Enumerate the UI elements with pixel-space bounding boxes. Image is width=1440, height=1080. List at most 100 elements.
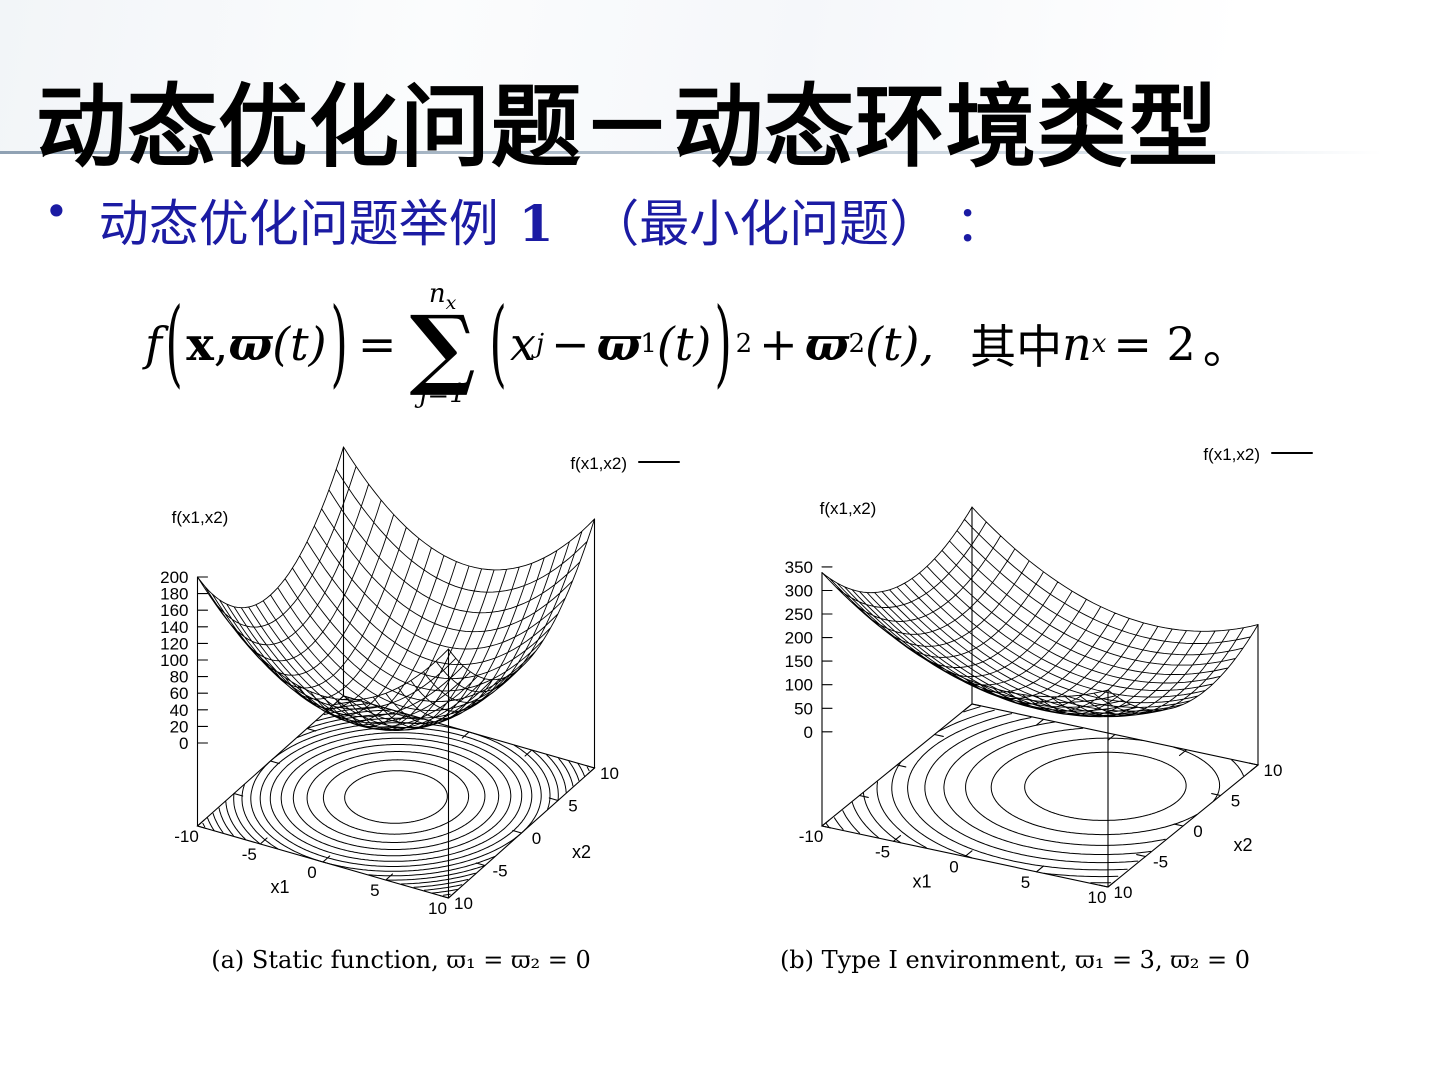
legend-label: f(x1,x2) — [570, 454, 627, 473]
x2-tick-label: 0 — [532, 829, 541, 848]
x2-tick-label: 5 — [1231, 792, 1240, 811]
x1-tick — [196, 819, 205, 827]
z-axis-title: f(x1,x2) — [172, 508, 229, 527]
z-tick-label: 40 — [170, 701, 189, 720]
contour-lines — [202, 698, 590, 896]
x1-tick — [821, 819, 830, 827]
x1-tick-label: -5 — [242, 845, 257, 864]
x2-tick-label: -5 — [492, 862, 507, 881]
surface-mesh — [821, 506, 1259, 718]
page-title: 动态优化问题－动态环境类型 — [36, 74, 1219, 181]
formula-rparen2: ) — [714, 289, 733, 399]
x2-tick-back — [342, 695, 353, 700]
x1-tick-back — [461, 731, 470, 739]
formula-comma: , — [213, 317, 229, 371]
sigma-symbol: ∑ — [409, 294, 476, 399]
formula-xj: x — [510, 317, 536, 371]
x1-tick-back — [399, 713, 407, 721]
plot-a: 020406080100120140160180200f(x1,x2)-10-5… — [160, 446, 680, 974]
formula-sum-lower: j=1 — [419, 379, 466, 410]
x2-tick — [512, 829, 523, 834]
formula-lparen: ( — [165, 289, 183, 399]
x1-tick-label: 5 — [370, 881, 379, 900]
x2-tick-back — [196, 825, 207, 830]
x1-tick-back — [524, 749, 533, 757]
x1-tick — [385, 873, 394, 881]
x2-tick-label: -5 — [1153, 853, 1168, 872]
bullet-number: 1 — [518, 194, 554, 253]
x2-tick-back — [971, 703, 982, 707]
z-tick-label: 350 — [785, 558, 813, 577]
legend-label: f(x1,x2) — [1203, 445, 1260, 464]
contour-lines — [825, 706, 1244, 884]
formula-minus: − — [551, 317, 590, 371]
x2-tick — [1098, 884, 1109, 888]
formula-of-t: (t) — [272, 317, 327, 371]
x1-tick — [322, 855, 331, 863]
x1-tick — [892, 835, 902, 842]
x1-axis-title: x1 — [912, 872, 931, 892]
bullet-line: • 动态优化问题举例 1 （最小化问题） ： — [44, 184, 1005, 256]
x2-tick-back — [933, 733, 944, 737]
z-tick-label: 80 — [170, 668, 189, 687]
formula-f: f — [145, 317, 163, 371]
z-tick-label: 60 — [170, 684, 189, 703]
x2-tick-back — [233, 792, 244, 797]
x1-tick-label: 0 — [949, 858, 958, 877]
x1-tick-label: -10 — [799, 827, 824, 846]
x2-tick-label: 0 — [1193, 822, 1202, 841]
x2-tick-label: 10 — [600, 764, 619, 783]
x2-tick-label: 10 — [1264, 761, 1283, 780]
x1-tick-label: -5 — [875, 842, 890, 861]
plot-caption: (a) Static function, ϖ₁ = ϖ₂ = 0 — [211, 946, 591, 974]
formula-x-vector: x — [186, 317, 214, 371]
z-tick-label: 200 — [160, 568, 188, 587]
formula-where: 其中 — [970, 320, 1063, 374]
z-tick-label: 250 — [785, 605, 813, 624]
title-separator — [0, 151, 1440, 154]
bullet-marker-icon: • — [44, 187, 69, 236]
z-tick-label: 20 — [170, 717, 189, 736]
x2-tick — [1211, 793, 1222, 797]
z-tick-label: 0 — [804, 723, 813, 742]
x1-tick-back — [1250, 764, 1259, 772]
x2-tick — [1173, 823, 1184, 827]
x2-tick — [1136, 854, 1147, 858]
x1-tick-back — [1107, 733, 1116, 741]
z-tick-label: 140 — [160, 618, 188, 637]
x1-tick-back — [1035, 718, 1045, 726]
formula-equals: = — [357, 317, 397, 371]
x1-tick-label: -10 — [174, 827, 199, 846]
z-tick-label: 150 — [785, 652, 813, 671]
formula-period: 。 — [1202, 320, 1249, 374]
surface-mesh — [197, 446, 595, 732]
z-tick-label: 180 — [160, 585, 188, 604]
formula-sum: nx ∑ j=1 — [409, 281, 475, 408]
formula-squared: 2 — [735, 329, 753, 359]
z-tick-label: 0 — [179, 734, 188, 753]
z-tick-label: 100 — [160, 651, 188, 670]
formula-nx: n — [1062, 317, 1092, 371]
x2-tick — [1248, 762, 1259, 766]
z-tick-label: 120 — [160, 634, 188, 653]
formula-varpi: ϖ — [228, 317, 273, 371]
bullet-suffix: （最小化问题） — [557, 195, 956, 253]
formula-sub-1: 1 — [640, 329, 657, 359]
z-axis-title: f(x1,x2) — [820, 499, 877, 518]
header-band — [0, 0, 1440, 151]
formula-of-t2: (t) — [656, 317, 712, 371]
x2-axis-title: x2 — [1233, 835, 1252, 855]
x1-tick — [1035, 865, 1045, 873]
formula-lparen2: ( — [489, 289, 507, 399]
formula-sub-j: j — [535, 329, 545, 359]
x2-tick — [439, 894, 450, 899]
x1-tick-back — [587, 767, 596, 775]
bullet-prefix: 动态优化问题举例 — [98, 195, 515, 253]
formula-plus: + — [759, 317, 798, 371]
x1-tick — [1107, 880, 1116, 888]
formula-sum-upper: nx — [428, 278, 457, 314]
formula-varpi1: ϖ — [596, 317, 641, 371]
